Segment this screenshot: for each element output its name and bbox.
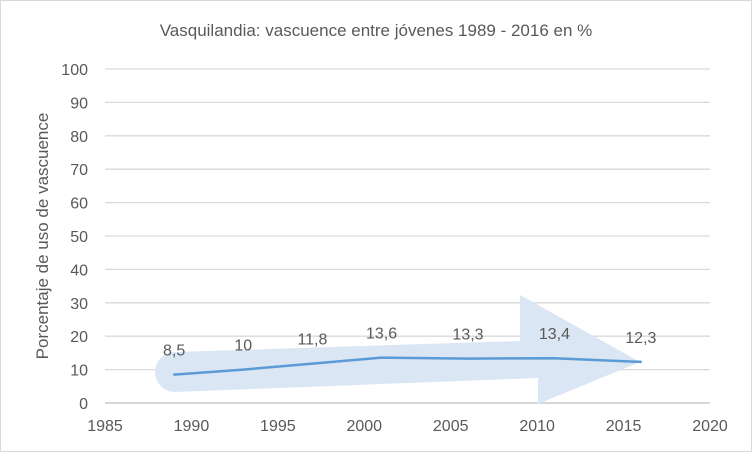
x-tick-label: 2000 xyxy=(346,418,382,435)
y-tick-label: 80 xyxy=(70,129,88,146)
y-tick-label: 50 xyxy=(70,229,88,246)
x-tick-label: 1995 xyxy=(260,418,296,435)
y-tick-label: 100 xyxy=(61,62,88,79)
x-tick-label: 2010 xyxy=(519,418,555,435)
data-label: 10 xyxy=(234,338,252,355)
y-tick-label: 40 xyxy=(70,262,88,279)
y-tick-label: 30 xyxy=(70,296,88,313)
data-point xyxy=(639,360,643,364)
y-tick-label: 90 xyxy=(70,95,88,112)
y-tick-label: 0 xyxy=(79,396,88,413)
data-point xyxy=(172,373,176,376)
data-point xyxy=(553,357,556,360)
data-label: 8,5 xyxy=(163,343,185,360)
y-tick-label: 70 xyxy=(70,162,88,179)
y-tick-label: 10 xyxy=(70,363,88,380)
data-label: 13,4 xyxy=(539,326,570,343)
y-tick-label: 20 xyxy=(70,329,88,346)
y-tick-label: 60 xyxy=(70,196,88,213)
data-point xyxy=(242,368,245,371)
x-axis-ticks: 1985 1990 1995 2000 2005 2010 2015 2020 xyxy=(87,418,728,435)
data-point xyxy=(380,356,383,359)
y-axis-label: Porcentaje de uso de vascuence xyxy=(33,113,52,360)
data-point xyxy=(466,357,470,360)
x-tick-label: 2020 xyxy=(692,418,728,435)
data-label: 11,8 xyxy=(297,332,327,349)
data-point xyxy=(311,362,314,365)
trend-arrow-decoration xyxy=(155,295,640,404)
y-axis-ticks: 0 10 20 30 40 50 60 70 80 90 100 xyxy=(61,62,88,413)
data-label: 12,3 xyxy=(625,330,656,347)
data-label: 13,6 xyxy=(366,326,397,343)
series-group: 8,5 10 11,8 13,6 13,3 13,4 12,3 xyxy=(163,326,657,376)
x-tick-label: 2015 xyxy=(606,418,642,435)
data-label: 13,3 xyxy=(452,327,483,344)
x-tick-label: 1990 xyxy=(174,418,210,435)
x-tick-label: 2005 xyxy=(433,418,469,435)
chart-title: Vasquilandia: vascuence entre jóvenes 19… xyxy=(160,21,593,40)
x-tick-label: 1985 xyxy=(87,418,123,435)
